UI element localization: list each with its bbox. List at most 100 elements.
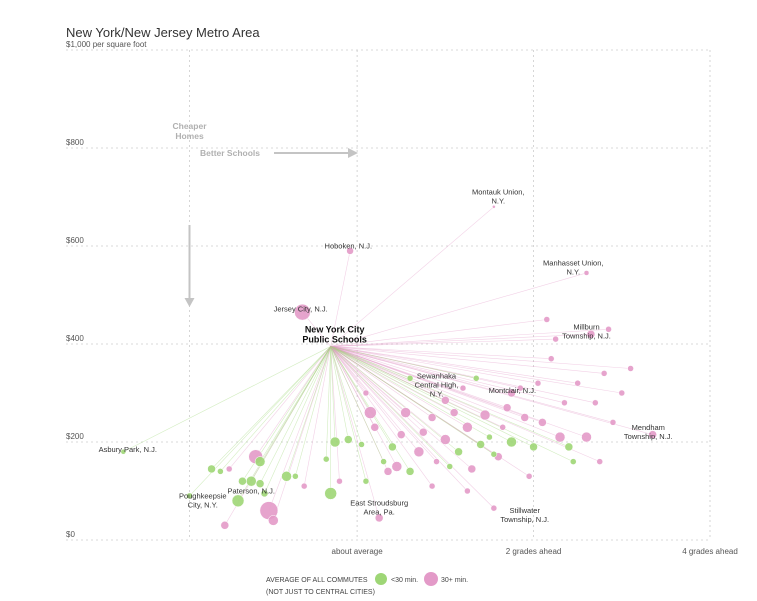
spoke-line [330,346,349,440]
spoke-line [330,346,512,394]
spoke-line [330,346,362,445]
data-point [529,442,538,452]
spoke-line [330,346,468,492]
point-annotation: Jersey City, N.J. [274,305,328,314]
spoke-line [303,346,331,487]
data-point [433,458,440,465]
spoke-line [330,346,565,404]
spoke-line [330,346,552,359]
spoke-line [330,346,561,438]
data-point [292,473,299,480]
data-point [581,431,592,443]
data-point [281,471,292,482]
origin-label: New York City [305,324,365,334]
data-point [419,427,428,437]
spoke-line [330,346,605,374]
data-point [554,431,566,443]
spoke-line [330,206,495,347]
spoke-line [330,329,609,347]
point-annotation: Manhasset Union, [543,259,603,268]
spoke-line [330,346,371,413]
data-point [618,389,626,397]
data-point [255,479,265,488]
point-annotation: Millburn [573,322,599,331]
data-point [427,413,437,422]
spoke-line [330,346,481,445]
data-point [486,433,493,441]
spoke-line [330,346,367,482]
labeled-point [492,205,496,209]
y-tick-label: $400 [66,334,84,343]
data-point [396,430,406,439]
data-point [586,329,596,339]
spoke-line [330,333,591,347]
spoke-line [259,346,331,484]
data-point [543,316,551,323]
data-point [552,335,559,343]
spoke-line [330,346,596,404]
x-tick-label: 2 grades ahead [506,547,562,556]
spoke-line [330,346,495,509]
data-point [336,477,343,485]
point-annotation: City, N.Y. [188,500,218,509]
point-annotation: N.Y. [491,197,505,206]
labeled-point [260,489,269,498]
data-point [344,435,353,444]
point-annotation: Hoboken, N.J. [325,241,373,250]
data-point [300,482,308,490]
legend-green-swatch [375,573,387,585]
labeled-point [648,430,657,439]
data-point [525,473,533,480]
data-point [464,487,471,495]
spoke-line [330,346,384,462]
data-point [388,442,397,452]
data-point [446,463,454,470]
spoke-line [251,346,331,482]
point-annotation: Township, N.J. [500,515,549,524]
data-point [499,424,506,431]
legend-pink-label: 30+ min. [441,577,468,584]
spoke-line [330,338,556,347]
spoke-line [330,346,631,369]
data-point [220,521,230,530]
spoke-line [189,346,331,497]
spoke-line [330,346,587,438]
point-annotation: Poughkeepsie [179,491,227,500]
down-arrow-head-icon [184,298,195,307]
spoke-line [330,272,587,347]
spoke-line [330,346,578,384]
data-point [547,355,555,362]
spoke-line [330,346,424,433]
data-point [467,464,477,474]
spoke-line [330,346,486,416]
data-point [231,494,245,508]
data-point [413,446,425,458]
data-points [120,205,657,530]
data-point [391,461,403,472]
point-annotation: N.Y. [430,389,444,398]
data-point [564,442,574,452]
spoke-line [330,346,503,428]
spoke-line [330,346,521,389]
data-point [609,419,617,426]
data-point [268,515,279,526]
data-point [405,467,415,476]
data-point [472,375,480,382]
data-point [520,413,529,422]
spoke-line [330,346,459,453]
spoke-line [295,346,331,477]
data-point [538,418,547,427]
labeled-point [294,303,311,321]
spoke-line [268,346,331,511]
spoke-line [330,346,411,379]
x-tick-label: about average [332,547,384,556]
data-point [627,365,634,372]
better-schools-label: Better Schools [200,148,260,158]
spoke-line [330,346,393,448]
data-point [322,455,330,463]
spoke-line [330,346,539,384]
spokes [123,206,653,526]
data-point [561,399,568,407]
spoke-line [330,319,547,347]
spoke-line [325,346,331,460]
